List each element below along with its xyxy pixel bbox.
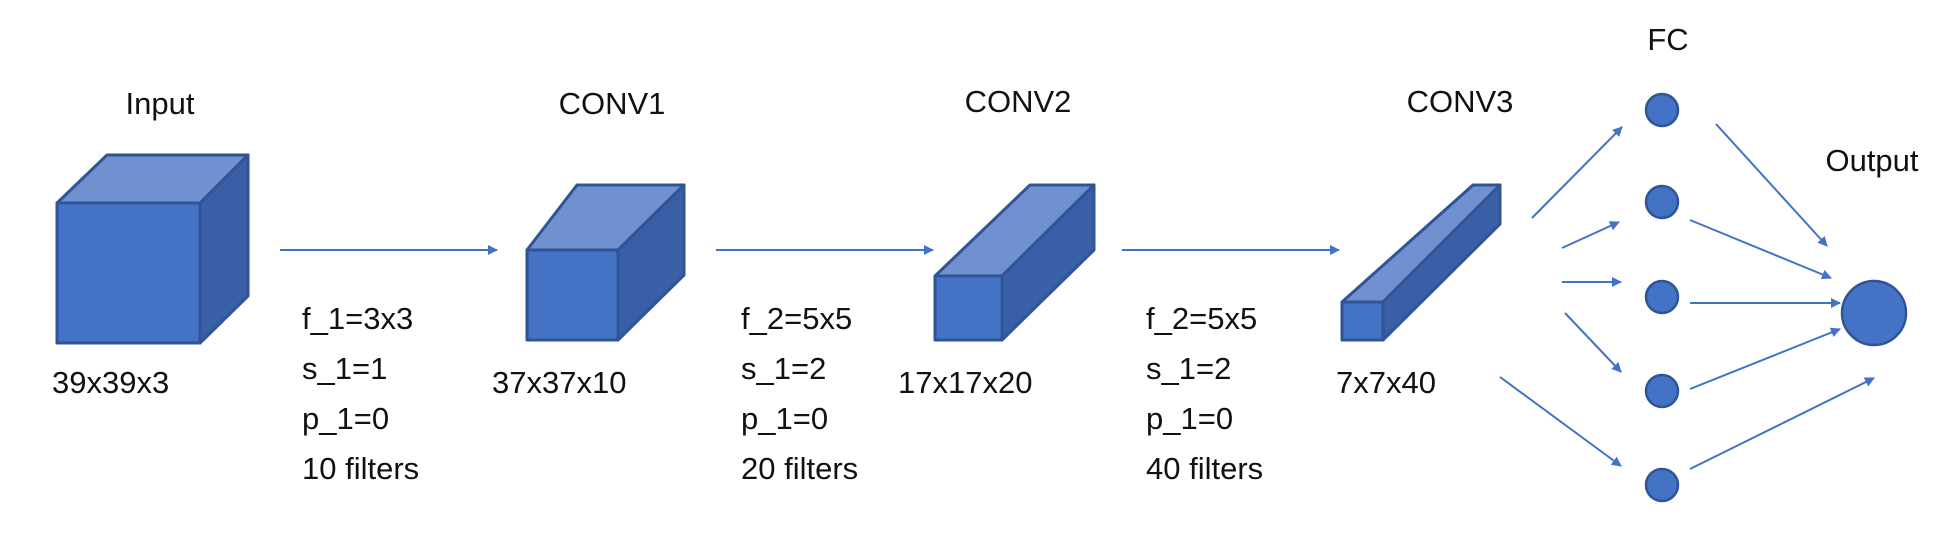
transition-params-1: f_1=3x3 s_1=1 p_1=0 10 filters [302,301,419,486]
stride-label: s_1=1 [302,351,387,386]
filter-count-label: 40 filters [1146,451,1263,486]
arrow-fc-5-to-output [1689,377,1875,470]
fc-node [1644,279,1680,315]
conv3-shape-label: 7x7x40 [1336,365,1436,400]
conv1-volume [525,183,686,342]
conv1-cube-front [525,248,620,342]
arrow-fc-4-to-output [1689,327,1841,390]
conv2-title: CONV2 [965,84,1072,119]
filter-size-label: f_2=5x5 [1146,301,1257,336]
conv2-cube-side [1000,183,1096,342]
arrow-conv3-to-fc-2 [1561,221,1620,249]
filter-count-label: 10 filters [302,451,419,486]
fc-node [1644,467,1680,503]
input-volume [55,153,250,345]
stride-label: s_1=2 [741,351,826,386]
input-cube-side [198,153,250,345]
filter-count-label: 20 filters [741,451,858,486]
arrow-conv3-to-fc-4 [1564,312,1622,373]
padding-label: p_1=0 [741,401,828,436]
conv1-cube-side [616,183,686,342]
output-title: Output [1825,143,1918,178]
stride-label: s_1=2 [1146,351,1231,386]
padding-label: p_1=0 [302,401,389,436]
conv3-cube-front [1340,300,1385,342]
filter-size-label: f_1=3x3 [302,301,413,336]
input-shape-label: 39x39x3 [52,365,169,400]
fc-node [1644,184,1680,220]
conv1-title: CONV1 [559,86,666,121]
fc-node [1644,92,1680,128]
arrow-conv3-to-fc-1 [1531,126,1623,219]
fc-layer [1644,92,1680,503]
arrow-fc-2-to-output [1689,219,1832,280]
arrow-fc-1-to-output [1715,123,1828,247]
conv3-cube-side [1381,183,1502,342]
input-title: Input [126,86,195,121]
padding-label: p_1=0 [1146,401,1233,436]
arrow-conv3-to-fc-5 [1499,376,1622,467]
conv2-cube-front [933,274,1004,342]
conv2-shape-label: 17x17x20 [898,365,1032,400]
filter-size-label: f_2=5x5 [741,301,852,336]
conv2-volume [933,183,1096,342]
transition-params-2: f_2=5x5 s_1=2 p_1=0 20 filters [741,301,858,486]
fc-node [1644,373,1680,409]
fc-title: FC [1647,22,1688,57]
input-cube-front [55,201,202,345]
conv3-title: CONV3 [1407,84,1514,119]
conv1-shape-label: 37x37x10 [492,365,626,400]
output-node [1840,279,1908,347]
transition-params-3: f_2=5x5 s_1=2 p_1=0 40 filters [1146,301,1263,486]
conv3-volume [1340,183,1502,342]
